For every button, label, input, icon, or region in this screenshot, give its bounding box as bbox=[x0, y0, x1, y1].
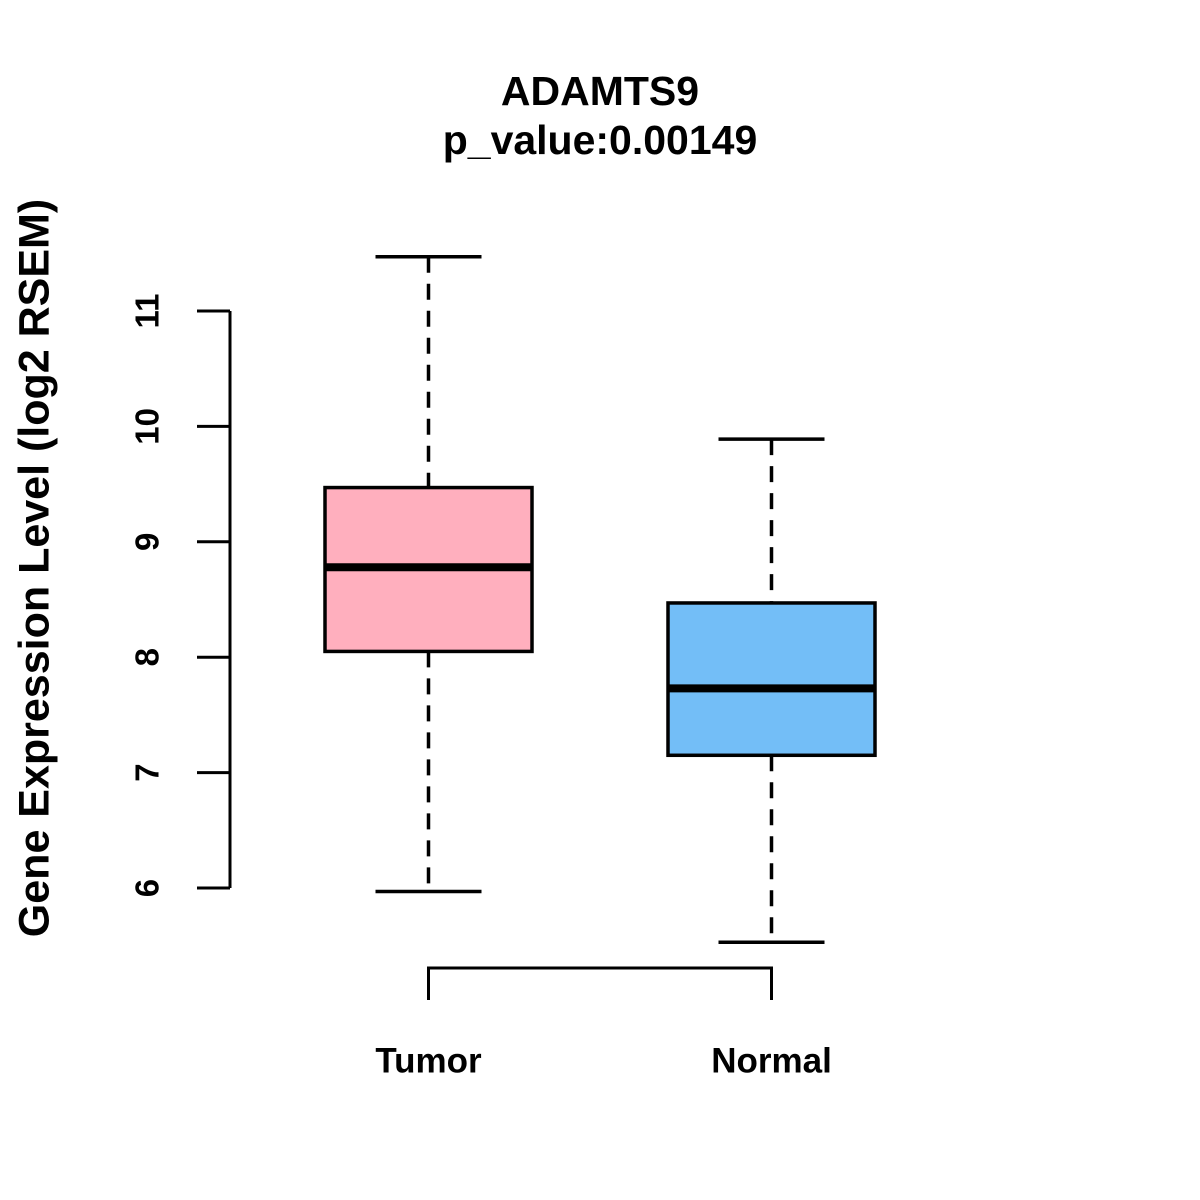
y-axis-tick-label: 10 bbox=[129, 408, 166, 445]
x-axis-bracket bbox=[427, 966, 773, 1000]
normal-category-label: Normal bbox=[711, 1041, 832, 1080]
y-axis-tick-label: 8 bbox=[129, 648, 166, 666]
y-axis-tick-label: 11 bbox=[129, 294, 166, 329]
y-axis-tick-label: 7 bbox=[129, 763, 166, 781]
title-block: ADAMTS9 p_value:0.00149 bbox=[0, 67, 1200, 165]
chart-subtitle: p_value:0.00149 bbox=[442, 117, 758, 163]
chart-title: ADAMTS9 bbox=[500, 68, 700, 114]
tumor-category-label: Tumor bbox=[375, 1041, 482, 1080]
normal-box bbox=[666, 601, 877, 758]
y-axis-tick-label: 9 bbox=[129, 533, 166, 551]
y-axis-tick-label: 6 bbox=[129, 879, 166, 897]
y-axis-title: Gene Expression Level (log2 RSEM) bbox=[10, 198, 59, 938]
